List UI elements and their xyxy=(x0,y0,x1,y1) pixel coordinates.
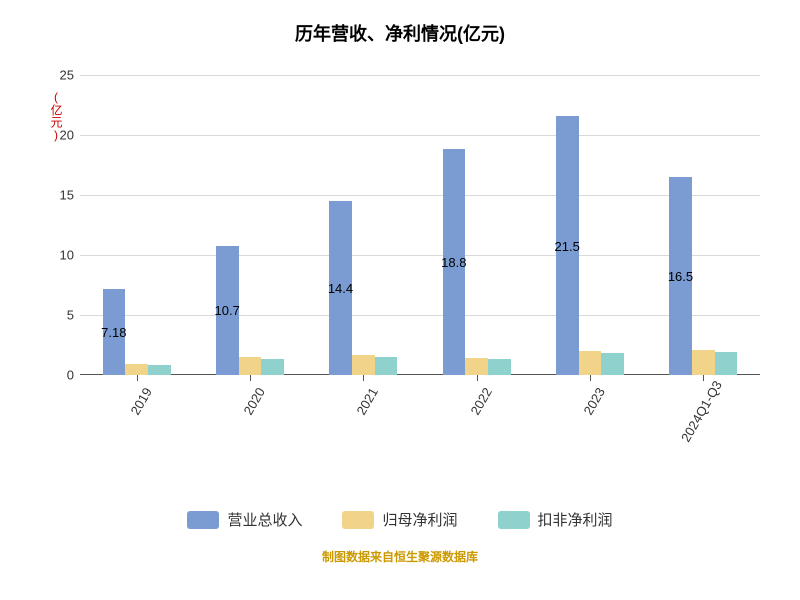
gridline xyxy=(80,75,760,76)
bar xyxy=(488,359,511,375)
x-tick xyxy=(137,375,138,381)
bar xyxy=(579,351,602,375)
gridline xyxy=(80,255,760,256)
bar xyxy=(715,352,738,375)
legend-swatch xyxy=(498,511,530,529)
y-tick-label: 0 xyxy=(67,368,74,383)
bar xyxy=(692,350,715,375)
x-axis-line xyxy=(80,374,760,375)
legend-swatch xyxy=(187,511,219,529)
plot-area: 7.18 10.78 14.46 18.85 21.55 16.54 xyxy=(80,75,760,375)
bar xyxy=(465,358,488,375)
gridline xyxy=(80,315,760,316)
bar-value-label: 21.55 xyxy=(555,239,581,254)
bar xyxy=(239,357,262,375)
bar xyxy=(148,365,171,375)
footer-text: 制图数据来自恒生聚源数据库 xyxy=(0,548,800,565)
x-tick xyxy=(250,375,251,381)
legend-swatch xyxy=(342,511,374,529)
bar-value-label: 14.46 xyxy=(328,281,354,296)
gridline xyxy=(80,195,760,196)
bar xyxy=(375,357,398,375)
legend-label: 营业总收入 xyxy=(227,509,302,530)
y-tick-label: 10 xyxy=(60,248,74,263)
y-tick-label: 25 xyxy=(60,68,74,83)
y-tick-label: 15 xyxy=(60,188,74,203)
legend-item: 扣非净利润 xyxy=(498,509,613,530)
gridline xyxy=(80,135,760,136)
legend-label: 归母净利润 xyxy=(382,509,457,530)
bar xyxy=(125,364,148,375)
bar-value-label: 7.18 xyxy=(101,325,127,340)
bar-value-label: 10.78 xyxy=(215,303,241,318)
legend-item: 归母净利润 xyxy=(342,509,457,530)
x-tick xyxy=(363,375,364,381)
bar xyxy=(261,359,284,375)
legend: 营业总收入 归母净利润 扣非净利润 xyxy=(0,509,800,530)
x-tick-label: 2022 xyxy=(452,385,495,444)
x-tick-label: 2024Q1-Q3 xyxy=(678,385,721,444)
legend-item: 营业总收入 xyxy=(187,509,302,530)
x-tick-label: 2019 xyxy=(112,385,155,444)
x-tick-label: 2021 xyxy=(338,385,381,444)
bar xyxy=(601,353,624,375)
x-tick xyxy=(477,375,478,381)
bar xyxy=(352,355,375,375)
y-tick-label: 20 xyxy=(60,128,74,143)
y-tick-label: 5 xyxy=(67,308,74,323)
bar-value-label: 18.85 xyxy=(441,255,467,270)
x-tick xyxy=(703,375,704,381)
bar-value-label: 16.54 xyxy=(668,269,694,284)
chart-container: 历年营收、净利情况(亿元) (亿元) 7.1810.7814.4618.8521… xyxy=(0,0,800,600)
x-tick-label: 2023 xyxy=(565,385,608,444)
x-tick-label: 2020 xyxy=(225,385,268,444)
chart-title: 历年营收、净利情况(亿元) xyxy=(0,0,800,46)
legend-label: 扣非净利润 xyxy=(538,509,613,530)
x-tick xyxy=(590,375,591,381)
